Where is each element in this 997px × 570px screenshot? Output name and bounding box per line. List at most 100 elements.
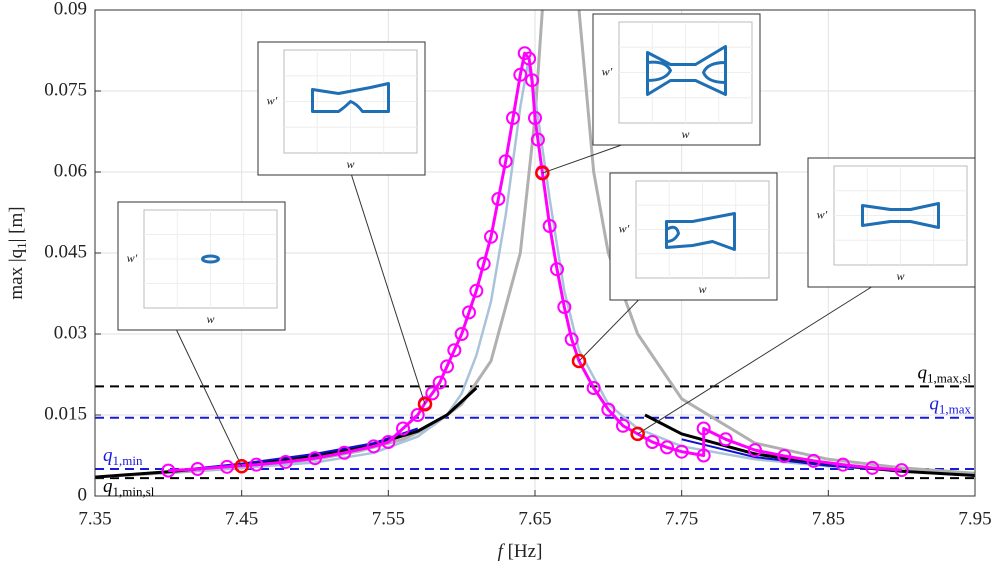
data-point xyxy=(674,444,689,459)
x-axis-label: f [Hz] xyxy=(498,541,543,562)
data-point xyxy=(462,305,476,320)
data-point xyxy=(337,445,352,460)
data-point xyxy=(366,439,381,454)
x-tick-label: 7.45 xyxy=(225,508,258,529)
data-point xyxy=(513,67,528,82)
y-label-sub: 1 xyxy=(14,242,29,249)
y-tick-label: 0.03 xyxy=(54,322,87,343)
data-point xyxy=(616,418,630,433)
curve xyxy=(168,51,902,473)
inset-x-label: w xyxy=(206,312,214,326)
data-point xyxy=(469,283,484,298)
reference-label-symbol: q xyxy=(929,394,939,415)
data-point xyxy=(660,440,674,455)
data-point xyxy=(542,219,557,233)
leader-line xyxy=(578,299,639,362)
y-axis-label: max |q1| [m] xyxy=(6,206,29,299)
data-point xyxy=(491,192,506,206)
data-point xyxy=(396,421,410,436)
inset-x-label: w xyxy=(698,282,706,296)
data-point xyxy=(506,111,520,125)
data-point xyxy=(432,375,447,390)
data-point xyxy=(440,359,454,374)
leader-line xyxy=(176,329,243,467)
inset-x-label: w xyxy=(681,127,689,141)
data-point xyxy=(447,343,462,358)
y-label-post: | [m] xyxy=(6,206,27,242)
y-tick-label: 0.075 xyxy=(44,79,87,100)
data-point xyxy=(220,459,234,474)
highlight-point xyxy=(234,459,249,474)
data-point xyxy=(865,460,880,475)
reference-label-sub: 1,max,sl xyxy=(927,370,971,385)
inset-y-label: w′ xyxy=(267,93,278,107)
data-point xyxy=(308,451,322,466)
x-label-unit: [Hz] xyxy=(508,541,543,562)
y-tick-label: 0.015 xyxy=(44,403,87,424)
data-point xyxy=(696,448,711,463)
highlight-point xyxy=(630,426,645,442)
data-point xyxy=(894,463,909,478)
phase-portrait xyxy=(201,254,220,264)
curve xyxy=(168,62,902,473)
highlight-point xyxy=(571,353,587,369)
inset-y-label: w′ xyxy=(817,207,828,221)
y-tick-label: 0 xyxy=(78,484,88,505)
reference-label-sub: 1,min xyxy=(113,453,143,468)
data-point xyxy=(718,432,733,447)
highlight-point xyxy=(535,165,550,181)
reference-label-sub: 1,min,sl xyxy=(113,484,155,499)
data-point xyxy=(381,435,396,449)
data-point xyxy=(249,457,264,472)
phase-portrait xyxy=(646,45,727,96)
data-point xyxy=(696,421,711,436)
x-label-symbol: f xyxy=(498,541,506,562)
leader-line xyxy=(542,144,622,174)
leader-line xyxy=(351,174,426,405)
y-tick-label: 0.045 xyxy=(44,241,87,262)
data-point xyxy=(528,111,542,125)
data-point xyxy=(484,229,498,244)
data-point xyxy=(806,453,821,468)
reference-label: q1,min,sl xyxy=(103,477,155,500)
reference-label-symbol: q xyxy=(917,363,927,384)
inset-x-label: w xyxy=(346,157,354,171)
x-tick-label: 7.75 xyxy=(665,508,698,529)
y-tick-label: 0.09 xyxy=(54,0,87,19)
reference-label: q1,min xyxy=(103,445,143,468)
data-point xyxy=(530,132,545,147)
data-point xyxy=(586,381,601,395)
reference-label-symbol: q xyxy=(103,477,113,498)
reference-label-sub: 1,max xyxy=(939,402,972,417)
reference-label: q1,max xyxy=(929,394,971,417)
phase-portrait xyxy=(665,212,736,251)
data-point xyxy=(410,408,425,422)
inset-x-label: w xyxy=(896,269,904,283)
data-point xyxy=(836,457,850,472)
data-point xyxy=(557,300,572,314)
data-point xyxy=(522,51,537,66)
x-tick-label: 7.95 xyxy=(958,508,991,529)
data-point xyxy=(498,154,513,169)
reference-label-symbol: q xyxy=(103,445,113,466)
data-point xyxy=(476,256,491,271)
data-point xyxy=(550,262,564,277)
x-tick-label: 7.65 xyxy=(518,508,551,529)
data-point xyxy=(601,402,616,417)
inset-y-label: w′ xyxy=(619,221,630,235)
inset-y-label: w′ xyxy=(602,64,613,78)
data-point xyxy=(278,454,293,469)
data-point xyxy=(190,462,205,476)
highlight-point xyxy=(417,396,433,412)
phase-portrait xyxy=(311,82,390,113)
data-point xyxy=(564,332,579,347)
x-tick-label: 7.35 xyxy=(78,508,111,529)
y-tick-label: 0.06 xyxy=(54,160,87,181)
data-point xyxy=(777,449,792,464)
data-point xyxy=(748,443,762,458)
y-label-pre: max |q xyxy=(6,248,27,299)
data-point xyxy=(161,463,176,478)
data-point xyxy=(454,327,469,341)
data-point xyxy=(425,386,440,401)
